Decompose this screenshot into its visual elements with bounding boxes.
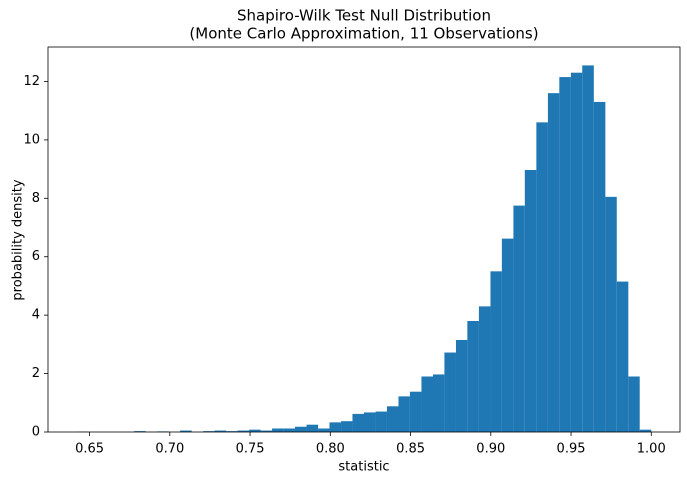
- bar: [433, 374, 445, 432]
- bar: [226, 431, 238, 432]
- bar: [134, 431, 146, 432]
- bar: [364, 412, 376, 432]
- bar: [421, 376, 434, 432]
- y-axis-label: probability density: [11, 179, 26, 300]
- x-tick-label: 1.00: [637, 442, 666, 457]
- y-tick-label: 2: [32, 366, 40, 381]
- bar: [639, 429, 652, 432]
- bar: [628, 376, 640, 432]
- bar: [444, 352, 456, 432]
- bar: [501, 238, 514, 432]
- bar: [513, 205, 525, 432]
- bar: [490, 271, 502, 432]
- bar: [352, 413, 364, 432]
- bar: [237, 430, 250, 432]
- bar: [547, 93, 560, 432]
- bar: [249, 429, 261, 432]
- x-tick-label: 0.75: [236, 442, 265, 457]
- x-tick-label: 0.90: [476, 442, 505, 457]
- bar: [306, 424, 319, 432]
- y-tick-label: 6: [32, 249, 40, 264]
- x-tick-label: 0.65: [75, 442, 104, 457]
- y-tick-label: 8: [32, 191, 40, 206]
- y-tick-label: 10: [23, 132, 40, 147]
- bar: [341, 421, 353, 432]
- y-tick-label: 4: [32, 308, 40, 323]
- bar: [467, 320, 479, 432]
- x-tick-label: 0.95: [557, 442, 586, 457]
- bar: [375, 411, 387, 432]
- bar: [203, 431, 215, 432]
- bar: [559, 77, 571, 432]
- bar: [386, 406, 399, 432]
- bar: [582, 65, 594, 432]
- bar: [294, 426, 307, 432]
- bar: [260, 430, 273, 432]
- bar: [283, 428, 295, 432]
- y-tick-label: 0: [32, 425, 40, 440]
- chart-subtitle: (Monte Carlo Approximation, 11 Observati…: [189, 25, 538, 43]
- bar: [318, 428, 330, 432]
- bar: [455, 339, 468, 432]
- bar: [180, 430, 192, 432]
- x-axis-label: statistic: [338, 460, 389, 475]
- plot-frame: [47, 46, 681, 433]
- x-tick-label: 0.85: [396, 442, 425, 457]
- bar: [536, 122, 548, 432]
- bar: [478, 306, 491, 432]
- bar: [570, 72, 583, 432]
- bar: [605, 196, 617, 432]
- bar: [272, 428, 284, 432]
- bar: [398, 396, 410, 432]
- bar: [409, 391, 422, 432]
- bar: [616, 281, 629, 432]
- x-tick-label: 0.70: [155, 442, 184, 457]
- bar: [329, 422, 342, 432]
- bar: [524, 169, 537, 432]
- y-tick-label: 12: [23, 74, 40, 89]
- x-tick-label: 0.80: [316, 442, 345, 457]
- bar: [214, 430, 227, 432]
- chart-title: Shapiro-Wilk Test Null Distribution: [237, 7, 491, 25]
- bar: [593, 101, 606, 433]
